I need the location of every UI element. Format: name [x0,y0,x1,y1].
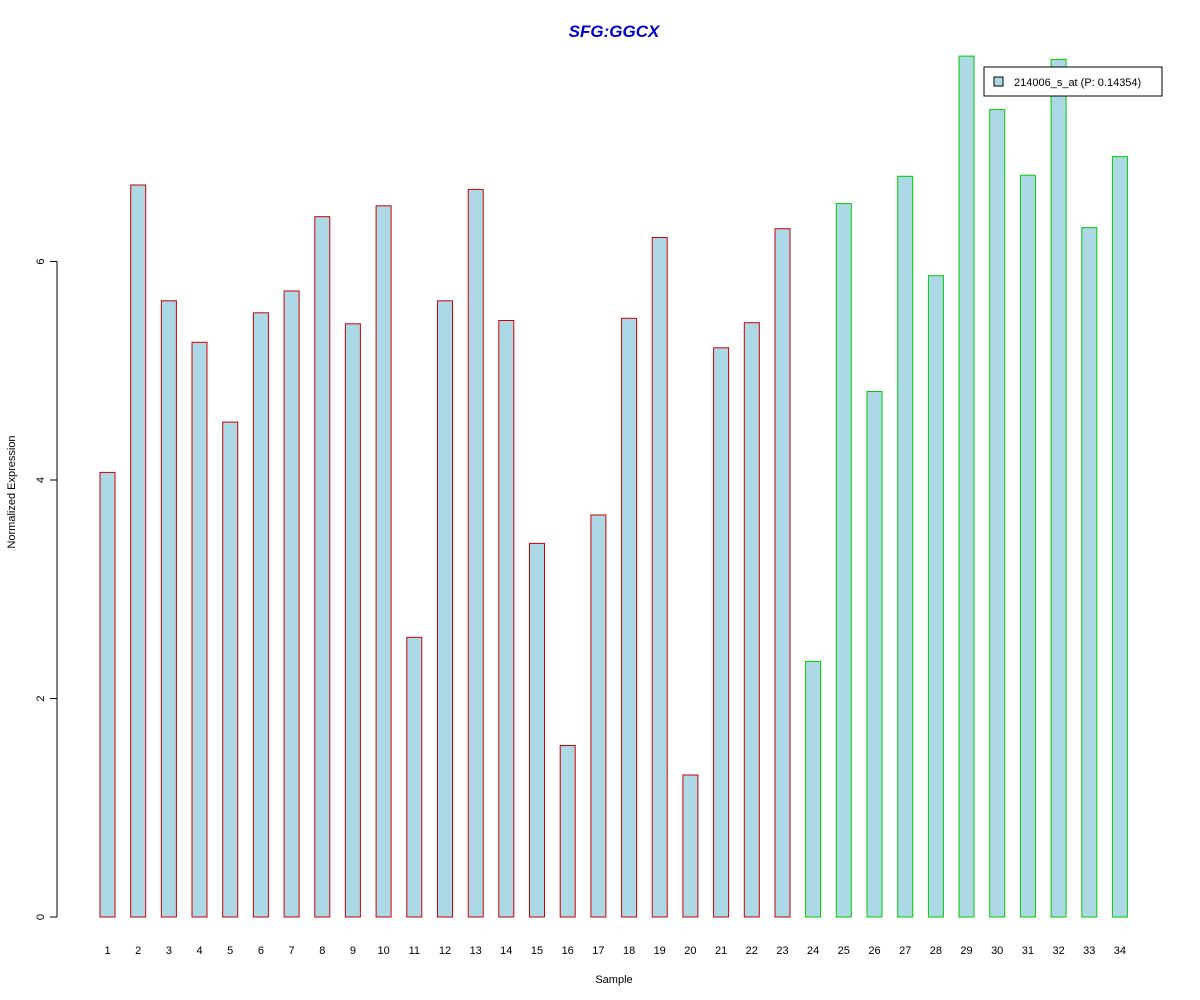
y-tick-label: 2 [35,695,47,701]
x-tick-label: 25 [838,945,850,957]
bar-sample-7 [283,290,300,918]
bar-sample-19 [651,237,668,918]
bar-sample-5 [222,421,239,918]
bar-sample-20 [682,774,699,918]
bar-sample-12 [437,300,453,918]
bar-sample-9 [344,323,361,918]
bar-sample-3 [160,300,177,918]
x-tick-label: 1 [104,945,110,957]
bar-sample-29 [958,55,975,918]
bars [99,55,1128,918]
bar-sample-14 [498,320,515,918]
bar-sample-23 [774,228,791,918]
bar-sample-18 [621,317,638,918]
y-tick-label: 6 [35,258,47,264]
bar-sample-31 [1019,174,1036,918]
bar-sample-16 [559,745,576,918]
bar-sample-33 [1081,227,1098,918]
bar-sample-27 [897,175,914,918]
bar-sample-32 [1050,58,1067,918]
x-tick-label: 10 [377,945,389,957]
y-tick-label: 0 [35,914,47,920]
y-axis-label: Normalized Expression [6,435,18,548]
bar-sample-22 [743,322,760,918]
x-tick-label: 6 [258,945,264,957]
x-tick-label: 15 [531,945,543,957]
x-tick-label: 23 [776,945,788,957]
bar-sample-26 [866,391,883,918]
x-tick-label: 13 [470,945,482,957]
bar-sample-6 [252,312,269,918]
x-tick-label: 16 [562,945,574,957]
x-tick-label: 22 [746,945,758,957]
x-tick-label: 19 [654,945,666,957]
bar-sample-21 [713,347,730,918]
bar-sample-25 [835,203,852,918]
x-tick-label: 4 [196,945,202,957]
x-tick-label: 24 [807,945,819,957]
x-tick-label: 8 [319,945,325,957]
x-tick-label: 20 [684,945,696,957]
x-tick-label: 3 [166,945,172,957]
x-tick-label: 26 [868,945,880,957]
legend: 214006_s_at (P: 0.14354) [983,66,1163,97]
bar-sample-1 [99,471,116,918]
x-tick-label: 32 [1052,945,1064,957]
x-tick-label: 12 [439,945,451,957]
x-tick-label: 27 [899,945,911,957]
bar-sample-15 [529,542,545,918]
legend-swatch [993,76,1004,87]
x-tick-label: 21 [715,945,727,957]
bar-sample-17 [590,514,607,918]
y-tick-label: 4 [35,477,47,483]
x-tick-label: 7 [289,945,295,957]
x-tick-label: 14 [500,945,512,957]
x-tick-label: 31 [1022,945,1034,957]
legend-box [983,66,1163,97]
x-tick-label: 28 [930,945,942,957]
x-tick-label: 30 [991,945,1003,957]
x-tick-label: 33 [1083,945,1095,957]
x-tick-label: 11 [409,945,420,957]
x-tick-labels: 1 2 3 4 5 6 7 8 9 10 11 12 13 14 15 16 17 18 19 20 21 22 23 24 2… [104,945,1126,957]
bar-sample-10 [375,205,392,918]
x-tick-label: 9 [350,945,356,957]
bar-sample-8 [314,216,331,918]
bar-sample-2 [130,184,147,918]
bar-sample-24 [805,660,822,918]
bar-sample-28 [927,275,944,918]
bar-sample-13 [467,188,484,918]
x-axis-label: Sample [595,974,632,986]
bar-sample-30 [989,109,1006,918]
y-axis: 0 2 4 6 [35,258,58,920]
bar-sample-34 [1111,156,1128,918]
bar-sample-4 [191,341,208,918]
x-tick-label: 5 [227,945,233,957]
bar-sample-11 [406,636,423,918]
x-tick-label: 2 [135,945,141,957]
x-tick-label: 29 [960,945,972,957]
x-tick-label: 17 [592,945,604,957]
x-tick-label: 34 [1114,945,1126,957]
x-tick-label: 18 [623,945,635,957]
chart-title: SFG:GGCX [569,22,661,41]
legend-label: 214006_s_at (P: 0.14354) [1014,77,1141,89]
